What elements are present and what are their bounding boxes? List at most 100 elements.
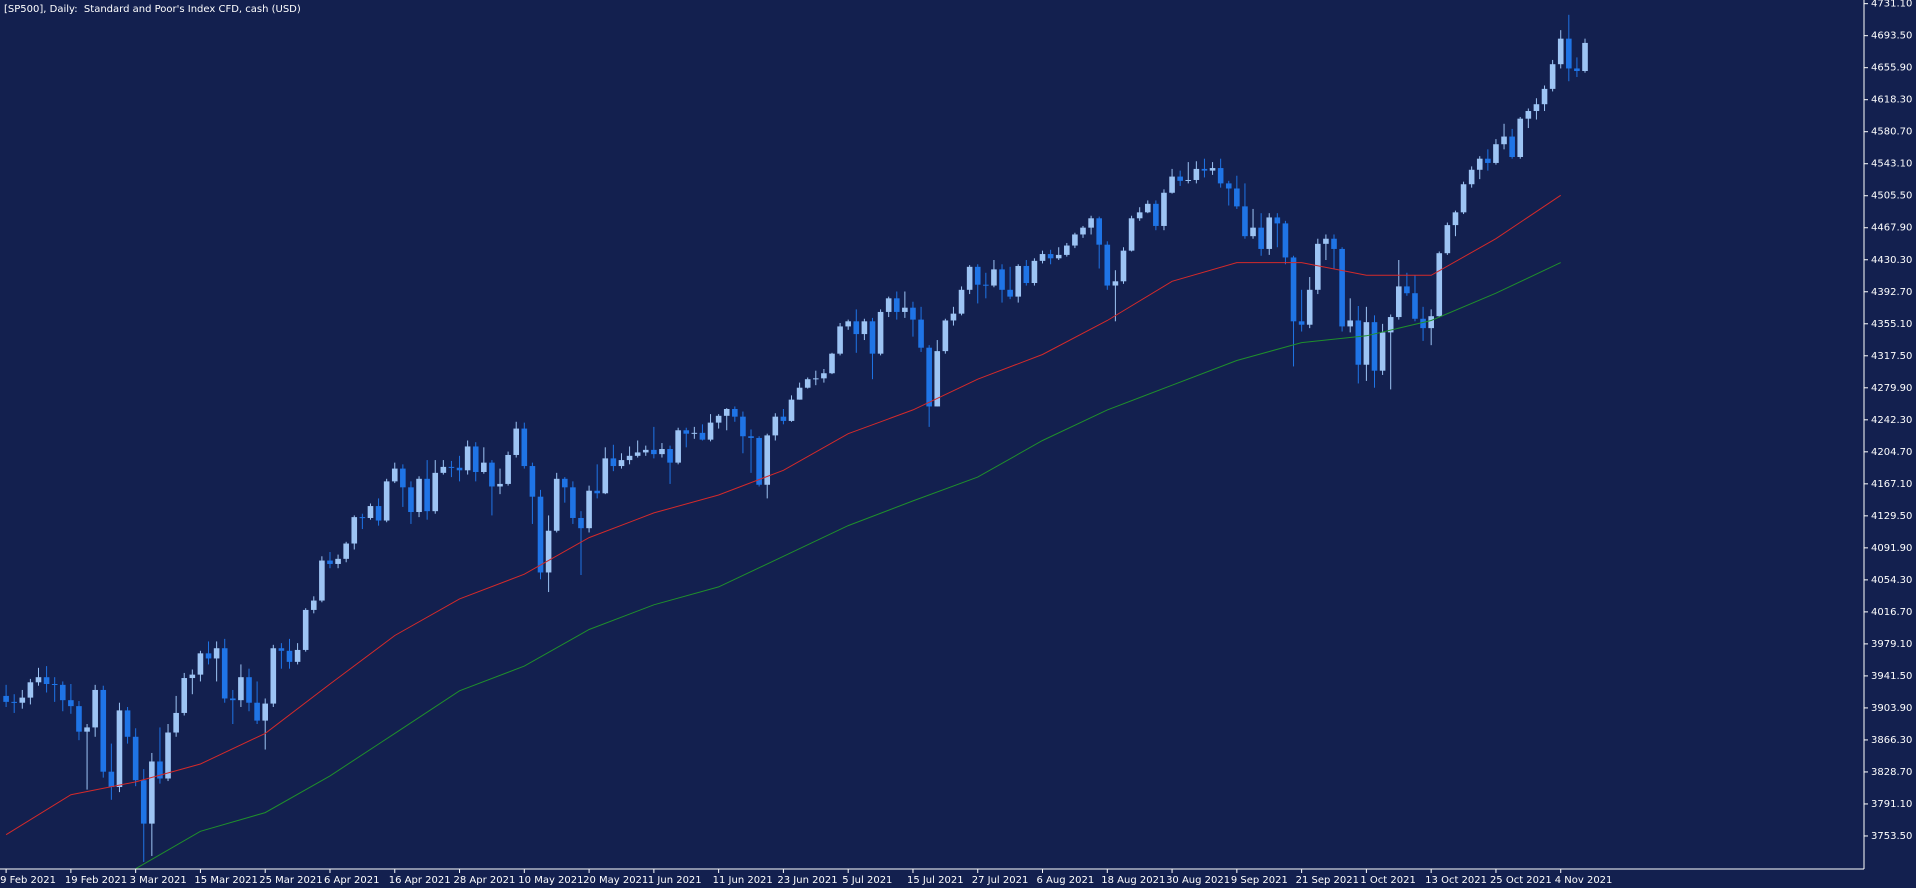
candle-body — [132, 736, 139, 781]
candle-body — [618, 460, 625, 467]
y-tick-label: 4467.90 — [1871, 223, 1912, 234]
y-tick-label: 4543.10 — [1871, 159, 1912, 170]
candle-body — [1112, 281, 1119, 286]
candle-body — [578, 517, 584, 529]
candle-body — [286, 650, 293, 662]
candle-body — [1088, 218, 1094, 228]
y-tick-label: 4317.50 — [1871, 351, 1912, 362]
candle-body — [651, 449, 657, 455]
candle-body — [189, 674, 196, 679]
candle-body — [230, 698, 236, 701]
candle-body — [796, 387, 803, 400]
candle-body — [1169, 176, 1175, 193]
candle-body — [302, 609, 309, 650]
candle-body — [1258, 227, 1264, 249]
plot-area — [3, 14, 1588, 870]
candle-body — [1557, 38, 1564, 65]
x-tick-label: 9 Feb 2021 — [0, 875, 56, 886]
candle-body — [1023, 265, 1030, 283]
candle-body — [221, 648, 228, 699]
candle-body — [813, 378, 819, 380]
y-tick-label: 3903.90 — [1871, 703, 1912, 714]
candle-body — [197, 653, 204, 675]
x-tick-label: 11 Jun 2021 — [713, 875, 773, 886]
x-tick-label: 6 Apr 2021 — [324, 875, 379, 886]
candle-body — [723, 409, 730, 416]
candle-body — [1250, 227, 1256, 237]
candle-body — [59, 684, 66, 701]
candle-body — [1055, 254, 1062, 259]
candle-body — [116, 710, 123, 788]
candle-body — [999, 269, 1005, 290]
candle-body — [675, 430, 681, 463]
candle-body — [35, 677, 42, 683]
candle-body — [254, 702, 260, 721]
y-tick-label: 4655.90 — [1871, 63, 1912, 74]
x-tick-label: 13 Oct 2021 — [1425, 875, 1487, 886]
candle-body — [610, 458, 617, 467]
candle-body — [1298, 321, 1305, 325]
candle-body — [375, 506, 382, 521]
candle-body — [1436, 253, 1443, 317]
candle-body — [1395, 286, 1402, 318]
candle-body — [537, 496, 544, 573]
candle-body — [683, 430, 690, 434]
y-tick-label: 4731.10 — [1871, 0, 1912, 10]
candle-body — [1274, 217, 1281, 224]
candle-body — [1234, 188, 1240, 207]
candle-body — [529, 466, 536, 497]
y-tick-label: 4054.30 — [1871, 575, 1912, 586]
candle-body — [1217, 168, 1224, 184]
candle-body — [294, 649, 301, 662]
candle-body — [1493, 144, 1499, 163]
x-tick-label: 19 Feb 2021 — [65, 875, 127, 886]
candle-body — [1104, 244, 1111, 286]
x-tick-label: 25 Mar 2021 — [259, 875, 322, 886]
candle-body — [1096, 218, 1102, 245]
y-tick-label: 3979.10 — [1871, 639, 1912, 650]
y-tick-label: 4430.30 — [1871, 255, 1912, 266]
candle-body — [489, 462, 495, 487]
candle-body — [829, 353, 835, 374]
x-tick-label: 30 Aug 2021 — [1166, 875, 1230, 886]
candle-body — [659, 449, 665, 455]
candle-body — [181, 678, 188, 713]
candle-body — [1468, 169, 1475, 185]
candle-body — [359, 517, 366, 519]
candle-body — [1428, 316, 1434, 329]
candle-body — [84, 727, 90, 732]
candle-body — [1339, 248, 1345, 327]
candle-body — [432, 472, 439, 512]
candle-body — [740, 416, 746, 437]
candle-body — [1582, 42, 1588, 72]
candle-body — [1501, 136, 1507, 145]
candle-body — [43, 677, 50, 684]
y-tick-label: 4204.70 — [1871, 447, 1912, 458]
candle-body — [351, 517, 358, 544]
candle-body — [1144, 203, 1151, 213]
candle-body — [545, 530, 552, 573]
candle-body — [772, 416, 779, 436]
y-tick-label: 4580.70 — [1871, 127, 1912, 138]
candle-body — [958, 289, 965, 314]
candle-body — [756, 437, 762, 485]
candle-body — [974, 266, 981, 285]
candle-body — [837, 326, 843, 354]
y-tick-label: 4016.70 — [1871, 607, 1912, 618]
x-tick-label: 21 Sep 2021 — [1296, 875, 1359, 886]
candle-body — [1080, 227, 1086, 235]
candle-body — [869, 321, 876, 354]
candle-body — [335, 558, 341, 564]
x-tick-label: 25 Oct 2021 — [1490, 875, 1552, 886]
candle-body — [246, 677, 252, 703]
x-tick-label: 5 Jul 2021 — [842, 875, 892, 886]
candle-body — [1323, 238, 1329, 244]
candle-body — [910, 307, 916, 320]
x-tick-label: 3 Mar 2021 — [130, 875, 187, 886]
candle-body — [1225, 183, 1232, 189]
moving-average-line — [5, 194, 1561, 836]
candle-body — [1193, 168, 1200, 180]
candle-body — [1282, 223, 1289, 258]
candle-body — [440, 466, 447, 473]
